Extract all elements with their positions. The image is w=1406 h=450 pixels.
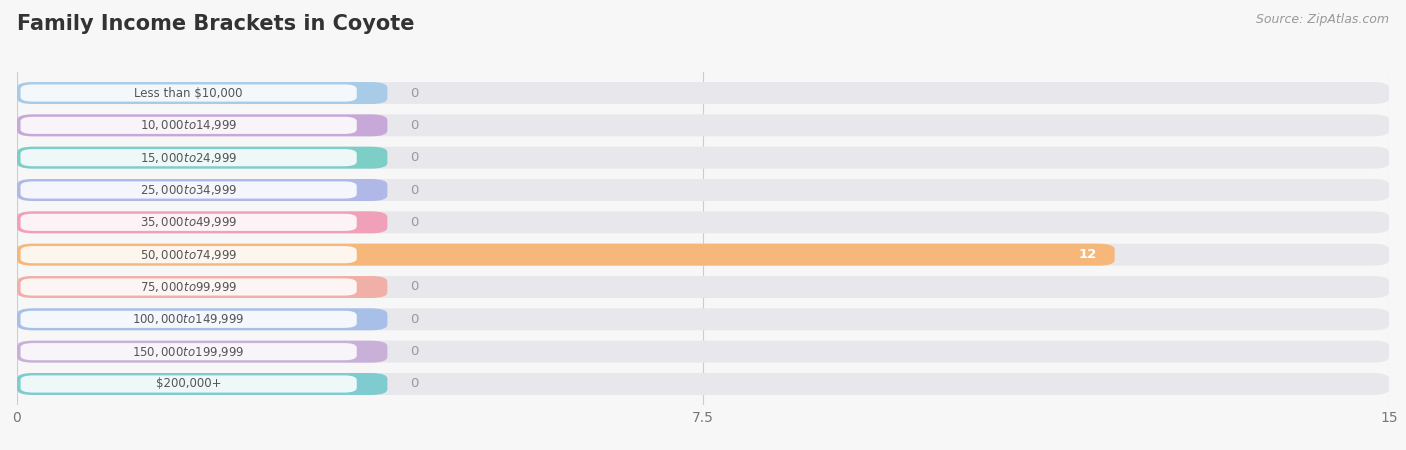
FancyBboxPatch shape — [21, 311, 357, 328]
Text: 0: 0 — [411, 280, 419, 293]
Text: 0: 0 — [411, 184, 419, 197]
Text: $15,000 to $24,999: $15,000 to $24,999 — [141, 151, 238, 165]
FancyBboxPatch shape — [17, 82, 1389, 104]
FancyBboxPatch shape — [21, 117, 357, 134]
Text: $75,000 to $99,999: $75,000 to $99,999 — [141, 280, 238, 294]
FancyBboxPatch shape — [17, 373, 1389, 395]
FancyBboxPatch shape — [17, 179, 1389, 201]
FancyBboxPatch shape — [17, 243, 1389, 266]
FancyBboxPatch shape — [17, 179, 388, 201]
FancyBboxPatch shape — [17, 276, 1389, 298]
Text: $150,000 to $199,999: $150,000 to $199,999 — [132, 345, 245, 359]
Text: 0: 0 — [411, 313, 419, 326]
FancyBboxPatch shape — [17, 276, 388, 298]
FancyBboxPatch shape — [17, 147, 388, 169]
Text: $25,000 to $34,999: $25,000 to $34,999 — [141, 183, 238, 197]
FancyBboxPatch shape — [17, 308, 1389, 330]
Text: 0: 0 — [411, 345, 419, 358]
Text: 0: 0 — [411, 378, 419, 391]
Text: 0: 0 — [411, 119, 419, 132]
FancyBboxPatch shape — [21, 214, 357, 231]
FancyBboxPatch shape — [21, 181, 357, 198]
FancyBboxPatch shape — [21, 85, 357, 102]
FancyBboxPatch shape — [17, 114, 388, 136]
FancyBboxPatch shape — [21, 149, 357, 166]
FancyBboxPatch shape — [21, 246, 357, 263]
Text: Less than $10,000: Less than $10,000 — [135, 86, 243, 99]
FancyBboxPatch shape — [17, 373, 388, 395]
FancyBboxPatch shape — [17, 147, 1389, 169]
Text: $100,000 to $149,999: $100,000 to $149,999 — [132, 312, 245, 326]
Text: 0: 0 — [411, 86, 419, 99]
FancyBboxPatch shape — [17, 212, 388, 234]
FancyBboxPatch shape — [17, 308, 388, 330]
FancyBboxPatch shape — [17, 341, 388, 363]
Text: $50,000 to $74,999: $50,000 to $74,999 — [141, 248, 238, 261]
FancyBboxPatch shape — [21, 375, 357, 392]
FancyBboxPatch shape — [21, 343, 357, 360]
FancyBboxPatch shape — [17, 82, 388, 104]
Text: 12: 12 — [1078, 248, 1097, 261]
FancyBboxPatch shape — [17, 341, 1389, 363]
FancyBboxPatch shape — [17, 212, 1389, 234]
Text: $35,000 to $49,999: $35,000 to $49,999 — [141, 216, 238, 230]
Text: Source: ZipAtlas.com: Source: ZipAtlas.com — [1256, 14, 1389, 27]
FancyBboxPatch shape — [17, 114, 1389, 136]
Text: Family Income Brackets in Coyote: Family Income Brackets in Coyote — [17, 14, 415, 33]
Text: 0: 0 — [411, 151, 419, 164]
FancyBboxPatch shape — [21, 279, 357, 296]
FancyBboxPatch shape — [17, 243, 1115, 266]
Text: $10,000 to $14,999: $10,000 to $14,999 — [141, 118, 238, 132]
Text: 0: 0 — [411, 216, 419, 229]
Text: $200,000+: $200,000+ — [156, 378, 221, 391]
